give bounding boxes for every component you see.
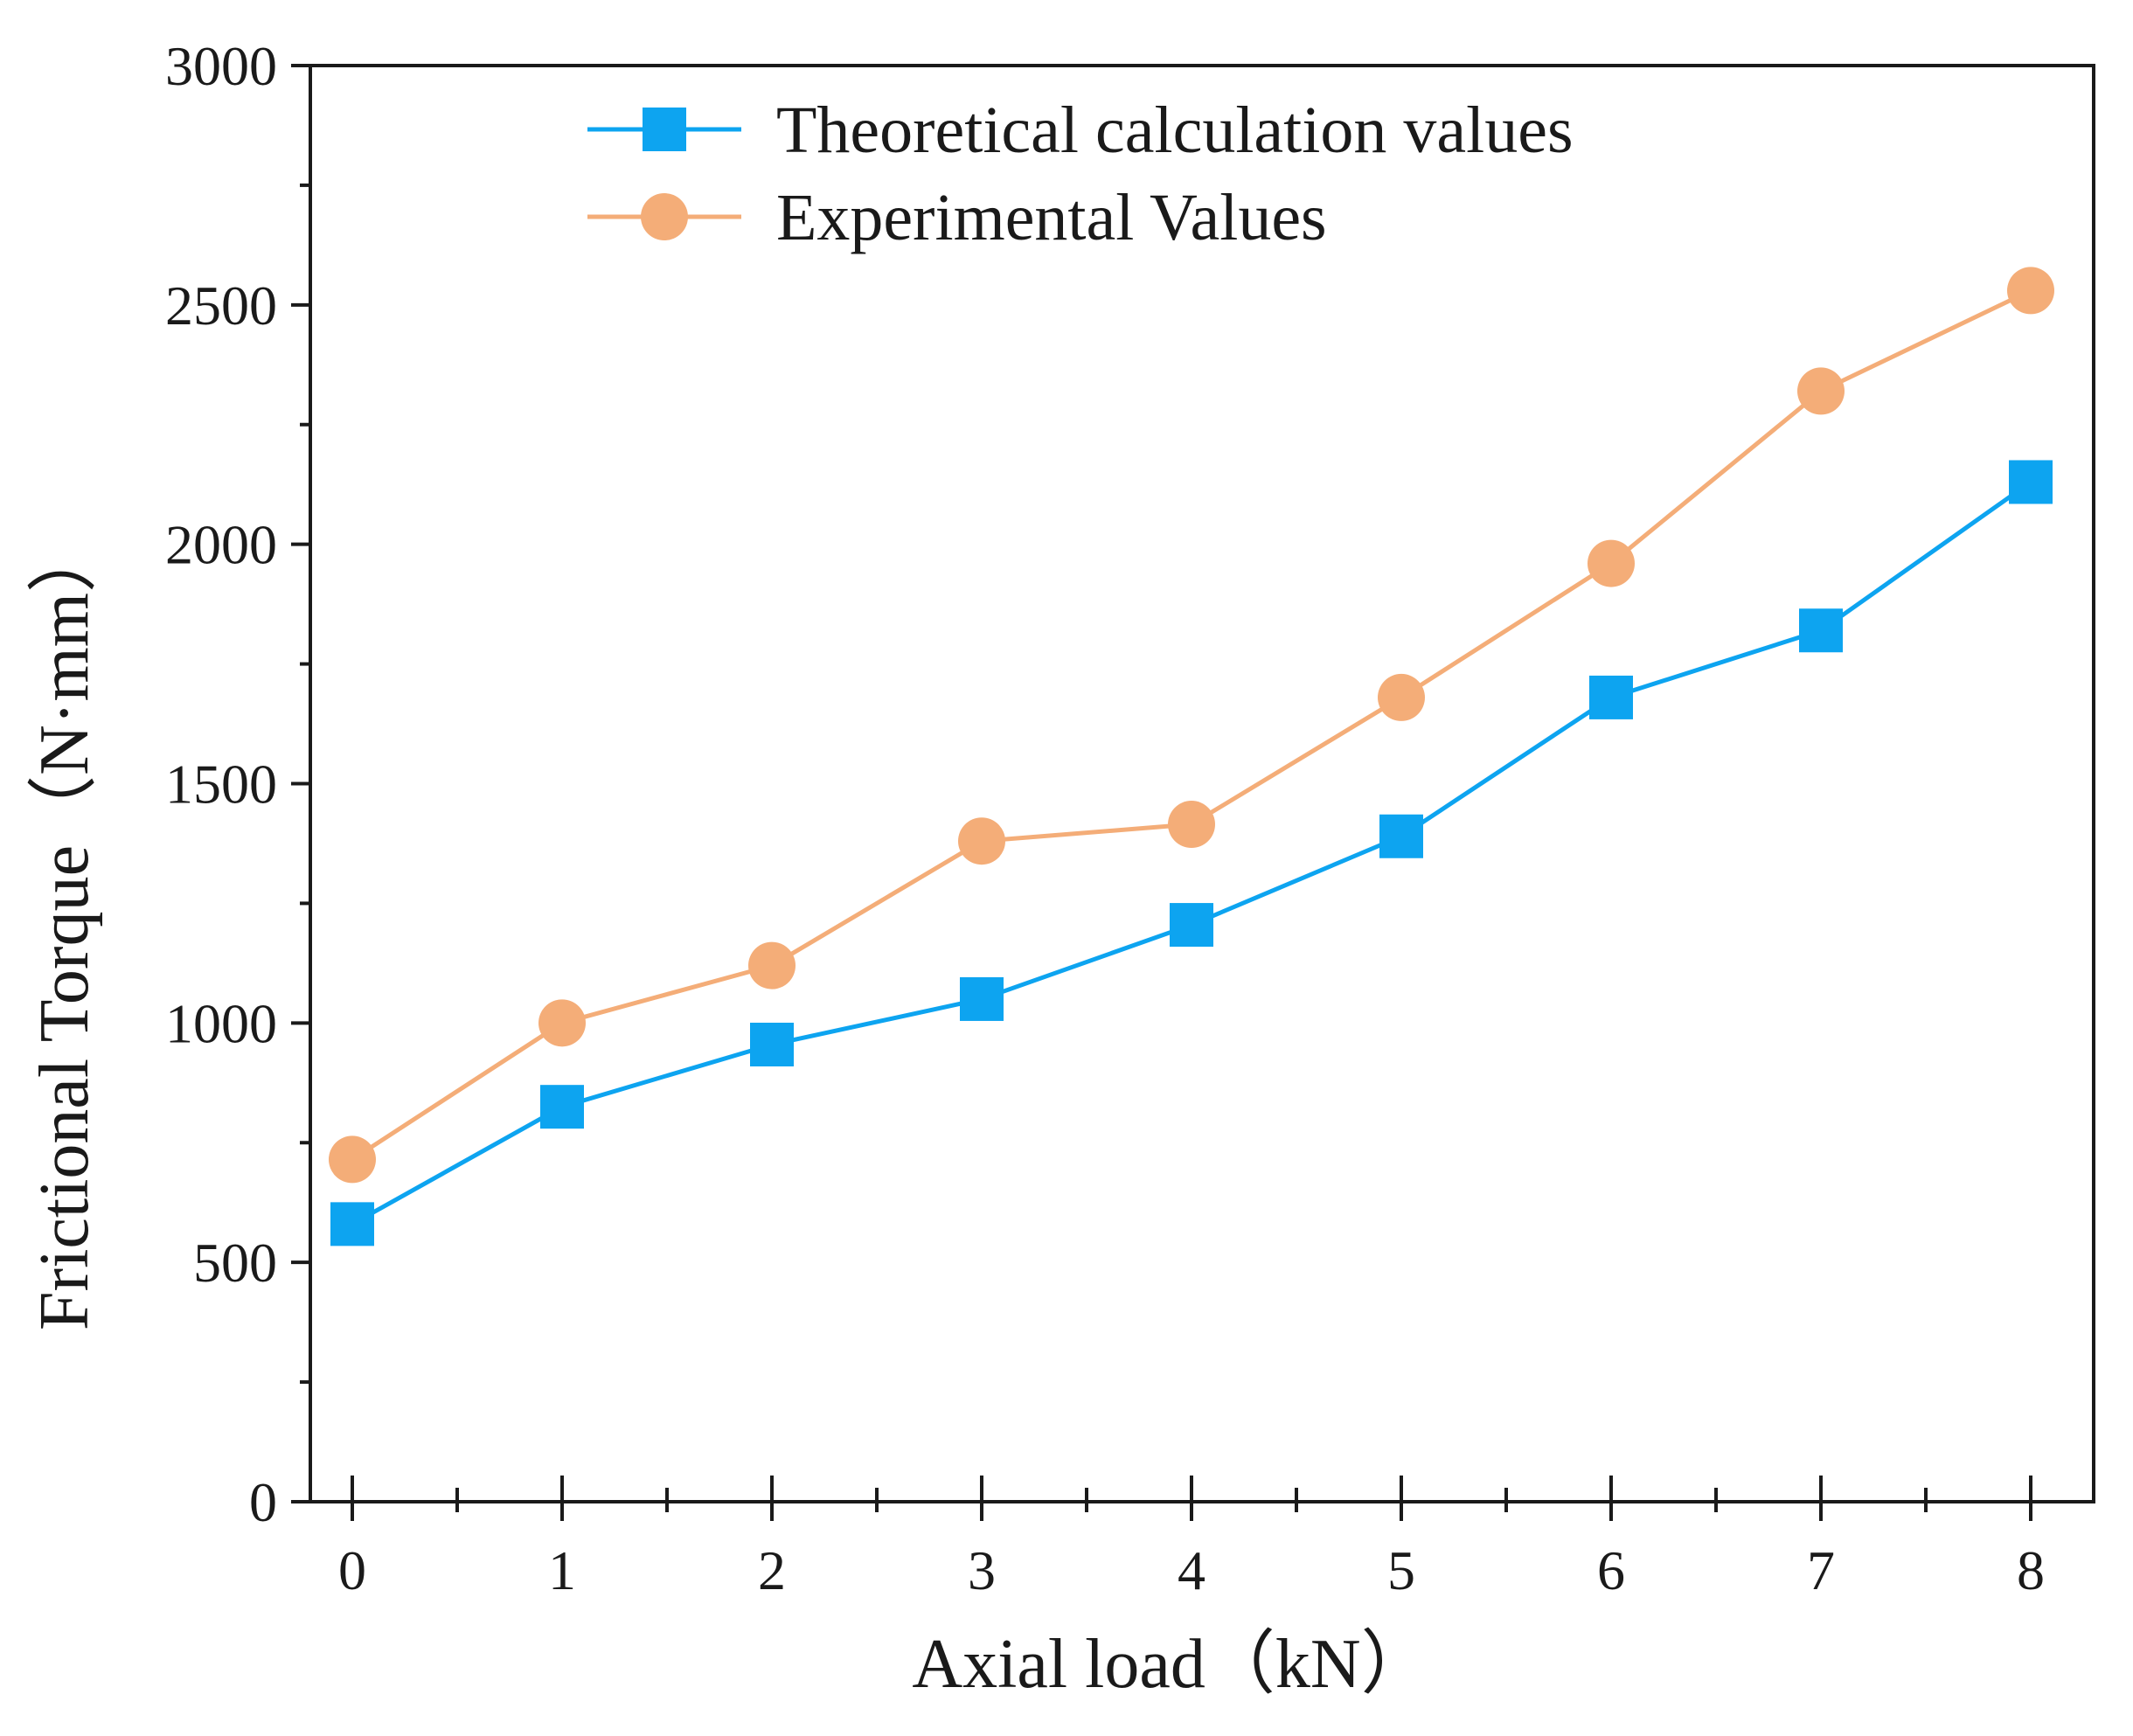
x-tick-label: 5 xyxy=(1387,1539,1415,1601)
data-point-experimental xyxy=(1588,539,1635,587)
plot-frame xyxy=(309,64,2095,1503)
series-line-experimental xyxy=(351,288,2032,1162)
data-point-theoretical xyxy=(1379,814,1423,858)
x-tick-label: 2 xyxy=(758,1539,786,1601)
data-point-experimental xyxy=(1168,801,1215,849)
data-point-theoretical xyxy=(1170,903,1213,948)
data-point-experimental xyxy=(958,817,1005,865)
y-tick-label: 500 xyxy=(193,1232,277,1294)
y-tick-label: 2000 xyxy=(165,514,277,576)
x-tick-label: 4 xyxy=(1178,1539,1205,1601)
data-point-experimental xyxy=(329,1135,376,1184)
y-axis-title: Frictional Torque（N·mm） xyxy=(26,523,103,1330)
data-point-theoretical xyxy=(330,1202,374,1246)
data-point-experimental xyxy=(2007,267,2054,315)
y-tick-label: 3000 xyxy=(165,35,277,97)
data-point-experimental xyxy=(538,999,586,1047)
data-point-experimental xyxy=(748,941,796,990)
legend-label: Theoretical calculation values xyxy=(776,94,1574,167)
data-point-theoretical xyxy=(750,1022,794,1066)
data-point-theoretical xyxy=(1799,608,1843,653)
x-tick-label: 3 xyxy=(968,1539,996,1601)
x-tick-label: 7 xyxy=(1807,1539,1835,1601)
y-tick-label: 1500 xyxy=(165,753,277,816)
data-point-theoretical xyxy=(2009,460,2053,504)
data-point-theoretical xyxy=(960,976,1004,1021)
legend-label: Experimental Values xyxy=(776,181,1327,254)
x-tick-label: 6 xyxy=(1597,1539,1625,1601)
x-tick-label: 1 xyxy=(548,1539,576,1601)
y-tick-label: 2500 xyxy=(165,274,277,337)
legend-marker-square xyxy=(643,108,686,151)
x-tick-label: 8 xyxy=(2017,1539,2045,1601)
data-point-experimental xyxy=(1378,673,1425,721)
x-tick-label: 0 xyxy=(338,1539,366,1601)
data-point-experimental xyxy=(1797,367,1845,415)
x-axis-title: Axial load（kN） xyxy=(912,1626,1430,1703)
data-point-theoretical xyxy=(1589,675,1633,719)
data-point-theoretical xyxy=(540,1085,584,1129)
y-tick-label: 0 xyxy=(249,1471,277,1533)
legend-marker-circle xyxy=(641,193,688,240)
series-line-theoretical xyxy=(351,480,2032,1226)
y-tick-label: 1000 xyxy=(165,992,277,1054)
